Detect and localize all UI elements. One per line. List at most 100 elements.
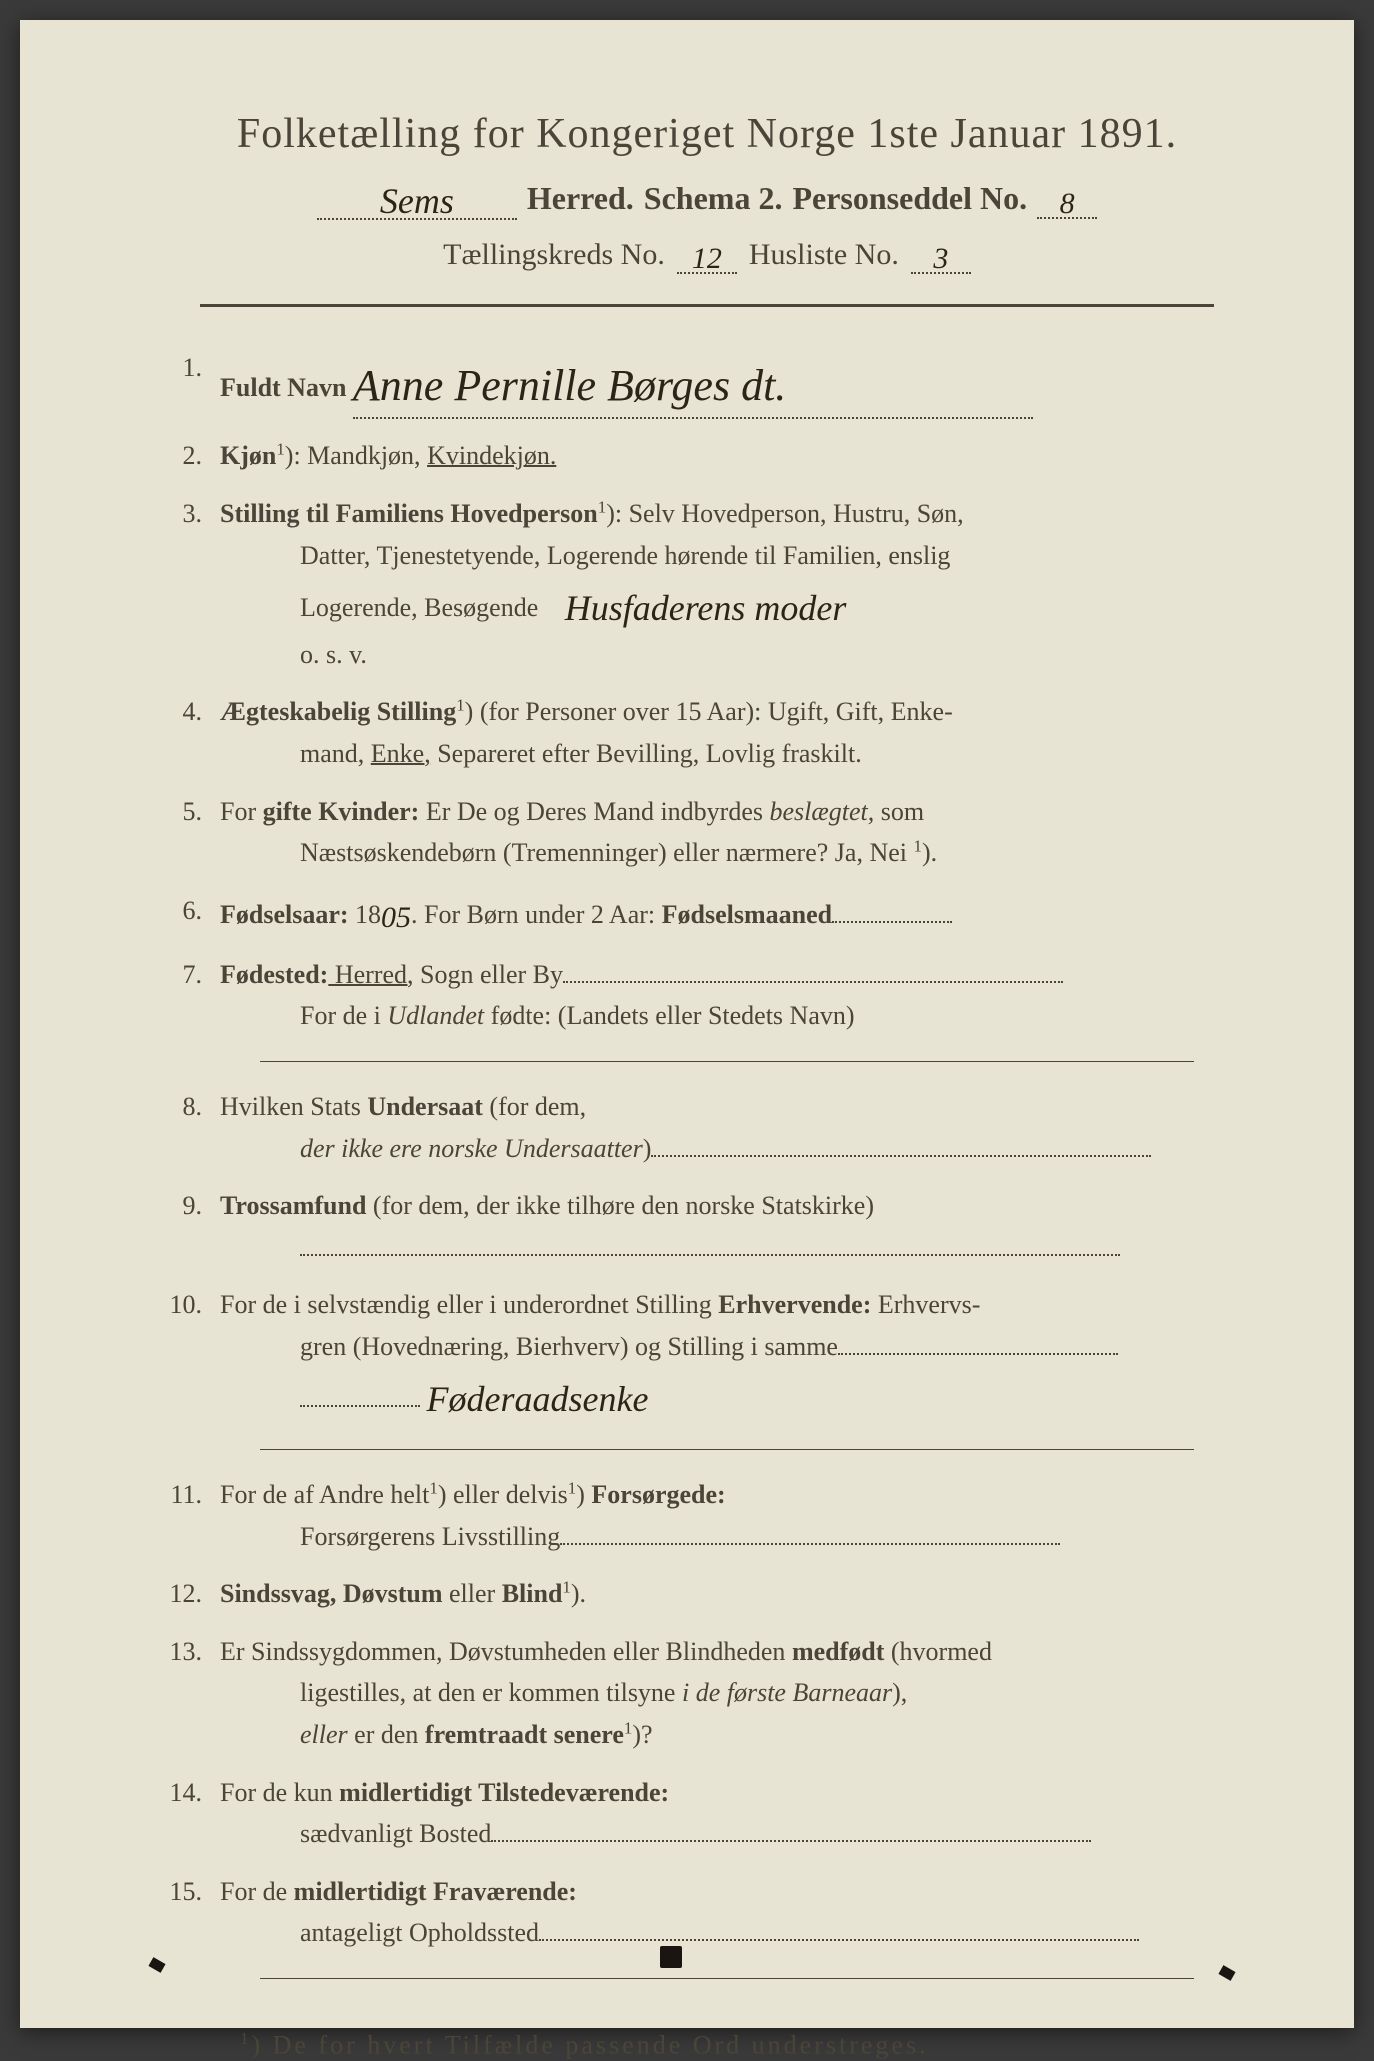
form-header: Folketælling for Kongeriget Norge 1ste J… <box>160 110 1254 274</box>
text-b: ) eller delvis <box>438 1480 568 1509</box>
entry-body: For gifte Kvinder: Er De og Deres Mand i… <box>220 791 1234 874</box>
text: ): Selv Hovedperson, Hustru, Søn, <box>606 499 963 528</box>
entry-number: 15. <box>160 1871 220 1954</box>
provider-field <box>560 1543 1060 1545</box>
cont2-italic: eller <box>300 1720 348 1749</box>
cont1-line: der ikke ere norske Undersaatter) <box>220 1128 1234 1170</box>
entry-number: 11. <box>160 1474 220 1557</box>
husliste-value: 3 <box>933 242 948 275</box>
text-b: Er De og Deres Mand indbyrdes <box>419 797 769 826</box>
sup: 1 <box>598 497 606 516</box>
entry-number: 3. <box>160 493 220 675</box>
census-form-document: Folketælling for Kongeriget Norge 1ste J… <box>20 20 1354 2028</box>
text-a: For de <box>220 1877 294 1906</box>
entry-11: 11. For de af Andre helt1) eller delvis1… <box>160 1474 1234 1557</box>
text: ): Mandkjøn, <box>285 441 427 470</box>
text-a: For de i selvstændig eller i underordnet… <box>220 1290 718 1319</box>
entry-10: 10. For de i selvstændig eller i underor… <box>160 1284 1234 1425</box>
entry-number: 14. <box>160 1772 220 1855</box>
schema-label: Schema 2. <box>644 180 783 217</box>
husliste-label: Husliste No. <box>749 238 899 272</box>
entry-body: Stilling til Familiens Hovedperson1): Se… <box>220 493 1234 675</box>
entry-number: 12. <box>160 1573 220 1615</box>
entry-13: 13. Er Sindssygdommen, Døvstumheden elle… <box>160 1631 1234 1756</box>
bold: Sindssvag, Døvstum <box>220 1579 443 1608</box>
divider-mid-1 <box>260 1061 1194 1062</box>
entry-number: 13. <box>160 1631 220 1756</box>
kreds-value: 12 <box>692 242 722 275</box>
ink-blot <box>660 1946 682 1968</box>
text-a: For <box>220 797 263 826</box>
entry-1: 1. Fuldt Navn Anne Pernille Børges dt. <box>160 347 1234 419</box>
personseddel-value: 8 <box>1060 187 1075 220</box>
divider-mid-2 <box>260 1449 1194 1450</box>
cont1a: For de i <box>300 1001 387 1030</box>
personseddel-field: 8 <box>1037 180 1097 219</box>
entry-9: 9. Trossamfund (for dem, der ikke tilhør… <box>160 1185 1234 1268</box>
bold-a: gifte Kvinder: <box>263 797 420 826</box>
cont2a: er den <box>348 1720 425 1749</box>
text-c: ) <box>576 1480 591 1509</box>
bold: midlertidigt Fraværende: <box>294 1877 577 1906</box>
cont1b: fødte: (Landets eller Stedets Navn) <box>484 1001 854 1030</box>
text: ) (for Personer over 15 Aar): Ugift, Gif… <box>465 697 953 726</box>
herred-value: Sems <box>380 181 454 221</box>
citizenship-field <box>651 1155 1151 1157</box>
cont1-line: For de i Udlandet fødte: (Landets eller … <box>220 995 1234 1037</box>
sup: 1 <box>456 696 464 715</box>
bold: midlertidigt Tilstedeværende: <box>339 1778 669 1807</box>
religion-field <box>300 1254 1120 1256</box>
header-line-3: Tællingskreds No. 12 Husliste No. 3 <box>160 238 1254 274</box>
entry-number: 1. <box>160 347 220 419</box>
herred-label: Herred. <box>527 180 634 217</box>
italic-a: beslægtet, <box>770 797 875 826</box>
selected-value: Kvindekjøn. <box>427 441 556 470</box>
divider-top <box>200 304 1214 307</box>
prefix: 18 <box>349 900 382 929</box>
entry-7: 7. Fødested: Herred, Sogn eller By For d… <box>160 954 1234 1037</box>
entry-body: Fødselsaar: 1805. For Børn under 2 Aar: … <box>220 890 1234 938</box>
form-entries: 1. Fuldt Navn Anne Pernille Børges dt. 2… <box>160 347 1254 1979</box>
bold: Erhvervende: <box>718 1290 871 1319</box>
entry-body: Sindssvag, Døvstum eller Blind1). <box>220 1573 1234 1615</box>
cont1b: ). <box>922 838 937 867</box>
value-line: Føderaadsenke <box>220 1367 1234 1425</box>
text-a: Er Sindssygdommen, Døvstumheden eller Bl… <box>220 1637 792 1666</box>
occupation-value: Føderaadsenke <box>427 1379 649 1419</box>
cont2-line: Logerende, Besøgende Husfaderens moder <box>220 576 1234 634</box>
entry-body: Kjøn1): Mandkjøn, Kvindekjøn. <box>220 435 1234 477</box>
cont1-line: mand, Enke, Separeret efter Bevilling, L… <box>220 733 1234 775</box>
text-b: ). <box>571 1579 586 1608</box>
bold: Trossamfund <box>220 1191 366 1220</box>
name-field: Anne Pernille Børges dt. <box>353 347 1033 419</box>
cont1: gren (Hovednæring, Bierhverv) og Stillin… <box>300 1332 838 1361</box>
label: Ægteskabelig Stilling <box>220 697 456 726</box>
text-a: For de kun <box>220 1778 339 1807</box>
name-value: Anne Pernille Børges dt. <box>353 361 786 410</box>
text-b: . For Børn under 2 Aar: <box>411 900 662 929</box>
text-b: (for dem, <box>483 1092 586 1121</box>
kreds-label: Tællingskreds No. <box>443 238 665 272</box>
sup: 1 <box>562 1578 570 1597</box>
cont2-bold: fremtraadt senere <box>425 1720 624 1749</box>
entry-number: 6. <box>160 890 220 938</box>
entry-number: 4. <box>160 691 220 774</box>
cont2-line: eller er den fremtraadt senere1)? <box>220 1714 1234 1756</box>
entry-5: 5. For gifte Kvinder: Er De og Deres Man… <box>160 791 1234 874</box>
religion-field-line <box>220 1227 1234 1269</box>
text-a: eller <box>443 1579 502 1608</box>
entry-3: 3. Stilling til Familiens Hovedperson1):… <box>160 493 1234 675</box>
kreds-field: 12 <box>677 238 737 274</box>
relation-value: Husfaderens moder <box>565 588 847 628</box>
text-b: (hvormed <box>884 1637 992 1666</box>
sup2: 1 <box>568 1478 576 1497</box>
sup: 1 <box>276 440 284 459</box>
personseddel-label: Personseddel No. <box>792 180 1027 217</box>
whereabouts-field <box>539 1939 1139 1941</box>
sup1: 1 <box>429 1478 437 1497</box>
cont1b: Separeret efter Bevilling, Lovlig fraski… <box>431 739 862 768</box>
cont1: Forsørgerens Livsstilling <box>300 1522 560 1551</box>
occupation-field-b <box>300 1405 420 1407</box>
entry-12: 12. Sindssvag, Døvstum eller Blind1). <box>160 1573 1234 1615</box>
label: Kjøn <box>220 441 276 470</box>
